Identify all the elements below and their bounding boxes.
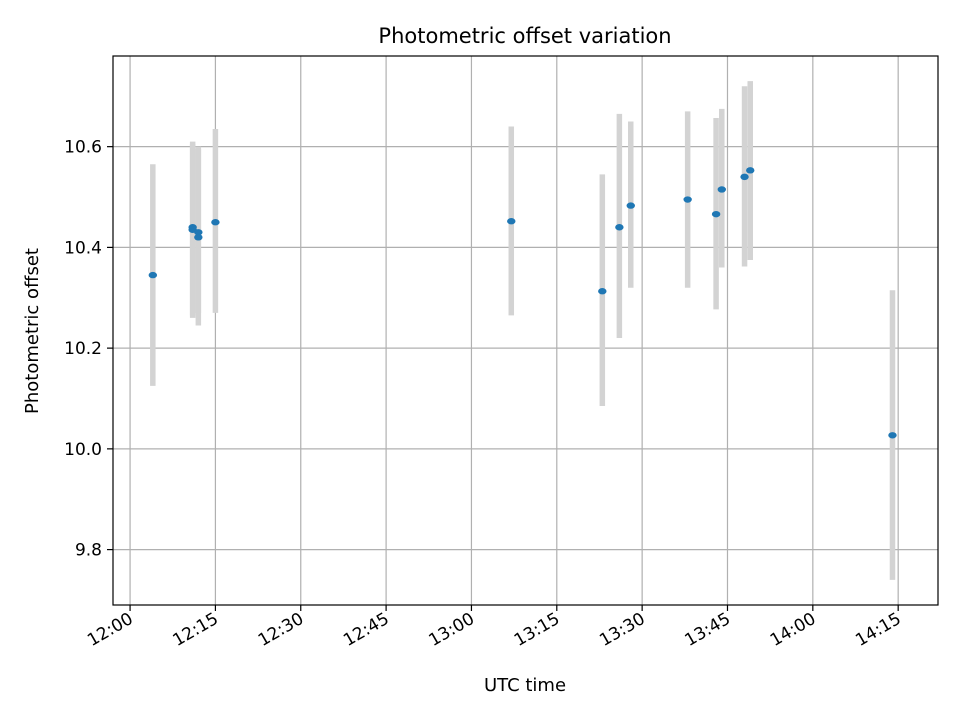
y-tick-label: 10.2: [64, 339, 102, 359]
data-point: [615, 224, 624, 231]
x-axis-label: UTC time: [484, 675, 566, 696]
plot-area-frame: [112, 55, 939, 606]
data-point: [888, 432, 897, 439]
y-tick-label: 10.0: [64, 440, 102, 460]
data-point: [683, 196, 692, 203]
data-point: [211, 219, 220, 226]
data-point: [148, 271, 158, 279]
data-point: [598, 288, 607, 295]
grid: [113, 56, 938, 605]
data-points: [148, 167, 897, 439]
data-point: [194, 229, 203, 236]
data-point: [194, 234, 203, 241]
chart-title: Photometric offset variation: [378, 24, 671, 48]
data-point: [740, 173, 749, 181]
y-tick-label: 10.6: [64, 138, 102, 158]
data-point: [711, 210, 721, 218]
data-point: [746, 167, 755, 174]
y-tick-label: 9.8: [75, 541, 102, 561]
y-tick-label: 10.4: [64, 238, 102, 258]
data-point: [626, 202, 635, 209]
data-point: [717, 186, 726, 193]
y-axis-label: Photometric offset: [22, 248, 43, 414]
y-axis-ticks: 9.8 10.0 10.2 10.4 10.6: [64, 138, 113, 561]
data-point: [507, 218, 516, 225]
